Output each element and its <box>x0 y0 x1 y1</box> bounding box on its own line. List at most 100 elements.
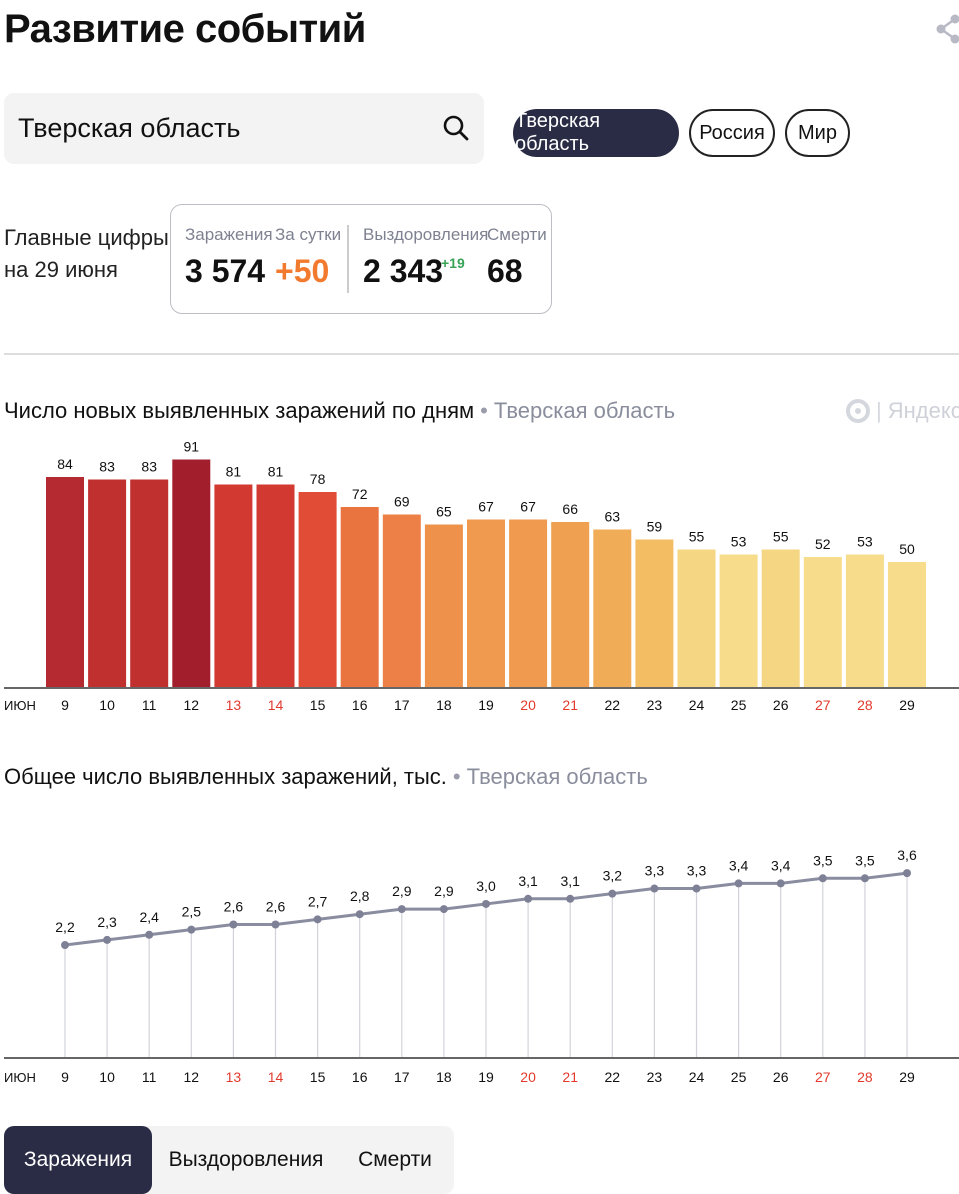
data-point-24[interactable] <box>692 884 701 893</box>
data-point-12[interactable] <box>187 925 196 934</box>
data-point-18[interactable] <box>439 905 448 914</box>
page-title: Развитие событий <box>4 7 366 51</box>
share-icon[interactable] <box>934 12 959 46</box>
x-tick-label: 11 <box>142 1069 157 1085</box>
bar-9[interactable] <box>46 477 84 687</box>
chart2-title-region: Тверская область <box>466 764 648 789</box>
x-tick-label: 25 <box>731 1069 747 1085</box>
bar-17[interactable] <box>382 514 421 688</box>
point-value-label: 2,7 <box>308 893 328 909</box>
data-point-21[interactable] <box>566 894 575 903</box>
bar-18[interactable] <box>424 524 463 688</box>
search-input[interactable]: Тверская область <box>4 93 484 164</box>
x-tick-label: 12 <box>184 1069 200 1085</box>
data-point-9[interactable] <box>61 941 69 950</box>
bar-22[interactable] <box>593 529 632 688</box>
point-value-label: 3,4 <box>729 857 749 873</box>
region-pill-tver[interactable]: Тверская область <box>513 109 679 157</box>
yandex-logo-text: Яндекс <box>887 398 959 423</box>
bar-value-label: 65 <box>436 504 452 520</box>
bar-11[interactable] <box>130 479 169 688</box>
data-point-15[interactable] <box>313 915 322 924</box>
x-tick-label: 12 <box>184 697 200 713</box>
bar-16[interactable] <box>340 507 379 687</box>
bar-value-label: 91 <box>184 440 200 455</box>
data-point-16[interactable] <box>355 910 364 919</box>
bar-23[interactable] <box>635 539 674 688</box>
data-point-20[interactable] <box>524 894 533 903</box>
data-point-29[interactable] <box>903 869 911 878</box>
x-tick-label: 22 <box>605 1069 621 1085</box>
data-point-25[interactable] <box>734 879 743 888</box>
recovered-value: 2 343 <box>363 253 444 289</box>
chart1-title-text: Число новых выявленных заражений по дням <box>4 398 475 423</box>
bar-29[interactable] <box>888 562 926 687</box>
bar-value-label: 55 <box>689 529 705 545</box>
bar-13[interactable] <box>214 484 253 688</box>
x-tick-label: 16 <box>352 697 368 713</box>
bar-value-label: 66 <box>562 501 578 517</box>
data-point-28[interactable] <box>860 874 869 883</box>
bar-value-label: 69 <box>394 494 410 510</box>
x-tick-label: 28 <box>857 697 873 713</box>
bar-value-label: 83 <box>141 459 157 475</box>
bar-26[interactable] <box>761 549 800 688</box>
bar-21[interactable] <box>551 522 590 687</box>
data-point-22[interactable] <box>608 889 617 898</box>
x-tick-label: 20 <box>520 1069 536 1085</box>
x-tick-label: 23 <box>647 1069 663 1085</box>
bar-12[interactable] <box>172 459 211 688</box>
point-value-label: 3,1 <box>518 873 538 889</box>
point-value-label: 2,9 <box>392 883 412 899</box>
chart2-title-separator: • <box>452 764 461 789</box>
bar-value-label: 78 <box>310 471 326 487</box>
data-point-11[interactable] <box>145 930 154 939</box>
tab-deaths[interactable]: Смерти <box>358 1148 432 1171</box>
bar-24[interactable] <box>677 549 716 688</box>
region-pill-russia[interactable]: Россия <box>689 109 775 157</box>
x-tick-label: 23 <box>647 697 663 713</box>
bar-27[interactable] <box>803 557 842 687</box>
x-tick-label: 18 <box>436 697 452 713</box>
x-tick-label: 13 <box>226 1069 242 1085</box>
tab-infections[interactable]: Заражения <box>4 1126 152 1194</box>
data-point-13[interactable] <box>229 920 238 929</box>
x-tick-label: 27 <box>815 1069 831 1085</box>
data-point-17[interactable] <box>397 905 406 914</box>
tab-recoveries[interactable]: Выздоровления <box>168 1148 324 1171</box>
x-tick-label: 22 <box>605 697 621 713</box>
bar-10[interactable] <box>88 479 127 688</box>
bar-19[interactable] <box>467 519 505 688</box>
bar-28[interactable] <box>845 554 884 688</box>
bar-25[interactable] <box>719 554 758 688</box>
bar-value-label: 67 <box>520 499 536 515</box>
data-point-14[interactable] <box>271 920 280 929</box>
stats-divider <box>347 225 349 293</box>
bar-15[interactable] <box>298 492 337 687</box>
x-tick-label: 14 <box>268 697 284 713</box>
data-point-27[interactable] <box>818 874 827 883</box>
point-value-label: 3,1 <box>560 873 580 889</box>
point-value-label: 3,6 <box>897 847 917 863</box>
x-tick-label: 15 <box>310 697 326 713</box>
bar-value-label: 67 <box>478 499 494 515</box>
data-point-10[interactable] <box>103 935 112 944</box>
x-tick-label: 18 <box>436 1069 452 1085</box>
bar-value-label: 52 <box>815 536 831 552</box>
point-value-label: 3,0 <box>476 878 496 894</box>
x-tick-label: 20 <box>520 697 536 713</box>
region-pill-world[interactable]: Мир <box>785 109 850 157</box>
main-figures-label: Главные цифры на 29 июня <box>4 222 169 286</box>
x-tick-label: 19 <box>478 697 494 713</box>
data-point-23[interactable] <box>650 884 659 893</box>
recovered-label: Выздоровления <box>363 225 489 244</box>
point-value-label: 2,6 <box>224 898 244 914</box>
bar-20[interactable] <box>509 519 548 688</box>
infections-value: 3 574 <box>185 253 266 289</box>
point-value-label: 2,8 <box>350 888 370 904</box>
data-point-19[interactable] <box>482 899 490 908</box>
section-divider <box>4 353 959 355</box>
data-point-26[interactable] <box>776 879 785 888</box>
search-icon[interactable] <box>442 114 470 142</box>
bar-14[interactable] <box>256 484 295 688</box>
